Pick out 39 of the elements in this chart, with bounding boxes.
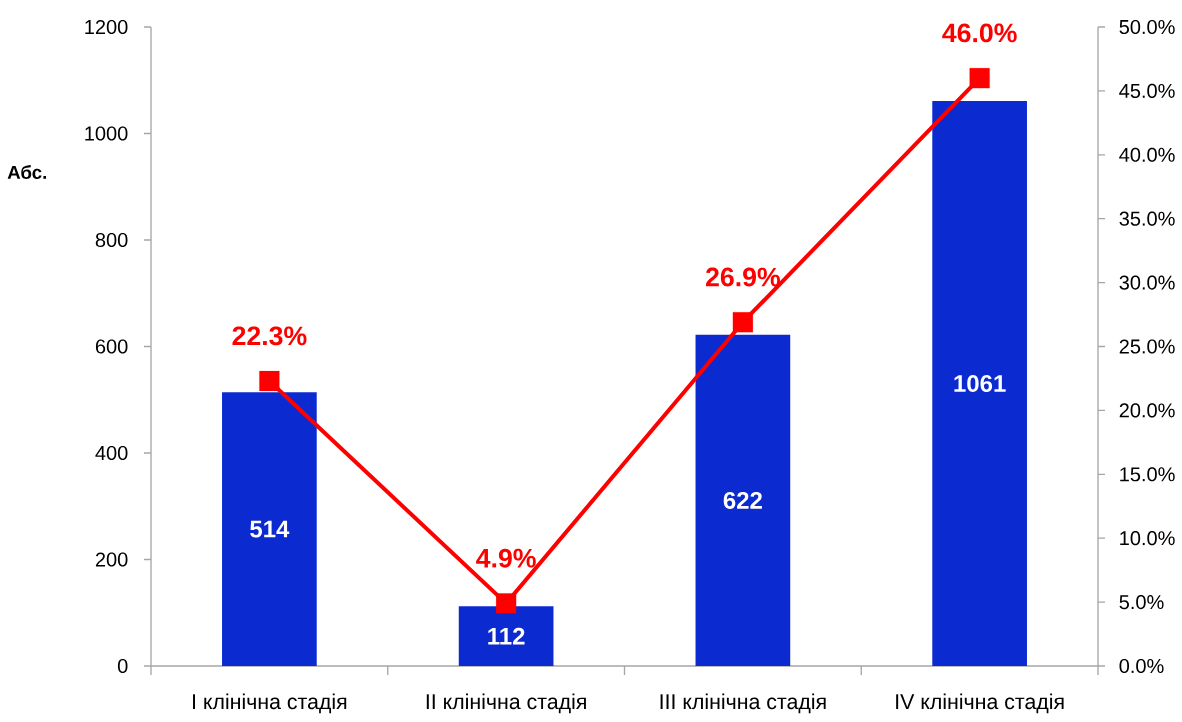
x-tick-label: III клінічна стадія bbox=[660, 693, 826, 714]
data-label: 4.9% bbox=[476, 548, 536, 568]
point bbox=[259, 370, 280, 392]
y-tick-label: 600 bbox=[95, 339, 128, 354]
y-axis-title: Абс. bbox=[7, 165, 47, 179]
point bbox=[496, 593, 517, 614]
y-tick-label: 1000 bbox=[85, 126, 128, 141]
y2-tick-label: 15.0% bbox=[1120, 467, 1175, 482]
data-label: 112 bbox=[488, 627, 525, 645]
data-label: 22.3% bbox=[232, 326, 307, 346]
bar bbox=[458, 606, 554, 666]
y-tick-label: 1200 bbox=[85, 19, 128, 35]
x-tick-label: IV клінічна стадія bbox=[896, 693, 1064, 714]
y2-tick-label: 40.0% bbox=[1119, 147, 1175, 162]
y2-tick-label: 30.0% bbox=[1119, 275, 1175, 290]
y2-tick-label: 50.0% bbox=[1119, 19, 1175, 35]
bar bbox=[932, 101, 1027, 666]
y-tick-label: 800 bbox=[95, 232, 128, 248]
y-tick-label: 400 bbox=[95, 445, 128, 461]
y-tick-label: 0 bbox=[117, 658, 128, 674]
bar bbox=[222, 392, 317, 666]
y2-tick-label: 10.0% bbox=[1120, 531, 1175, 546]
x-tick-label: I клінічна стадія bbox=[193, 693, 347, 714]
data-label: 622 bbox=[723, 491, 762, 509]
point bbox=[969, 68, 990, 89]
y2-tick-label: 20.0% bbox=[1119, 403, 1175, 418]
y-tick-label: 200 bbox=[95, 552, 128, 567]
y2-tick-label: 25.0% bbox=[1119, 339, 1175, 354]
data-label: 46.0% bbox=[942, 23, 1017, 43]
data-label: 26.9% bbox=[705, 267, 780, 287]
y2-tick-label: 0.0% bbox=[1119, 658, 1164, 674]
point bbox=[732, 312, 753, 333]
data-label: 1061 bbox=[954, 375, 1006, 392]
y2-tick-label: 35.0% bbox=[1119, 211, 1175, 226]
data-label: 514 bbox=[250, 520, 290, 538]
bar bbox=[695, 334, 791, 666]
x-tick-label: II клінічна стадія bbox=[426, 693, 586, 714]
y2-tick-label: 45.0% bbox=[1119, 83, 1175, 98]
y2-tick-label: 5.0% bbox=[1119, 595, 1164, 610]
